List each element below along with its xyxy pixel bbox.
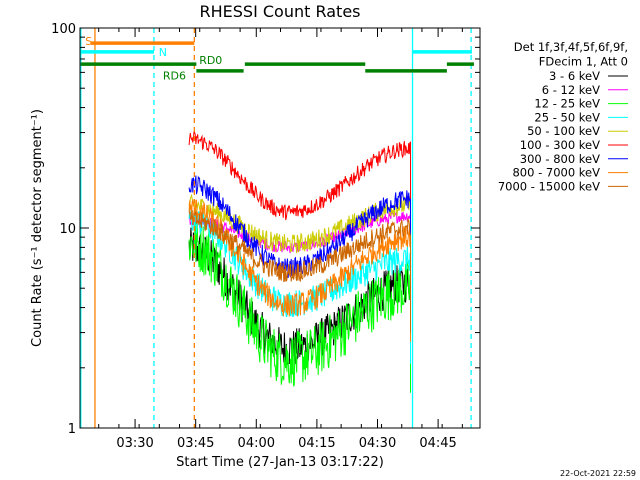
y-axis: 1 10 100 [51,22,480,437]
legend-label-7: 300 - 800 keV [520,152,600,166]
x-tick-label-4: 04:15 [298,436,335,451]
legend-header-1: Det 1f,3f,4f,5f,6f,9f, [514,40,628,54]
legend-label-3: 12 - 25 keV [534,97,600,111]
legend-label-2: 6 - 12 keV [542,83,600,97]
legend-label-6: 100 - 300 keV [520,138,600,152]
x-tick-label-2: 03:45 [177,436,214,451]
y-tick-label-1: 1 [68,422,76,437]
flag-label-4: RD6 [163,69,186,82]
series-line-3 [188,219,411,393]
x-tick-label-5: 04:30 [359,436,396,451]
legend: Det 1f,3f,4f,5f,6f,9f,FDecim 1, Att 03 -… [498,40,628,193]
x-axis-label: Start Time (27-Jan-13 03:17:22) [176,455,384,470]
y-axis-label-text: Count Rate (s⁻¹ detector segment⁻¹) [30,109,45,347]
x-axis: 03:30 03:45 04:00 04:15 04:30 04:45 [98,28,463,451]
series-line-6 [188,131,411,253]
y-tick-label-2: 10 [59,222,76,237]
timestamp-stamp: 22-Oct-2021 22:59 [560,469,636,478]
y-axis-label: Count Rate (s⁻¹ detector segment⁻¹) [30,109,45,347]
x-tick-label-6: 04:45 [419,436,456,451]
flag-label-3: RD0 [199,54,222,67]
legend-label-5: 50 - 100 keV [527,124,600,138]
plot-frame [79,27,481,429]
legend-label-4: 25 - 50 keV [534,110,600,124]
series-line-7 [188,175,411,304]
y-tick-label-3: 100 [51,22,76,37]
x-tick-label-1: 03:30 [116,436,153,451]
flag-label-1: S [85,35,92,48]
series-line-9 [188,209,411,333]
legend-label-1: 3 - 6 keV [549,69,600,83]
series-line-4 [188,209,411,364]
chart-title: RHESSI Count Rates [200,2,361,21]
x-tick-label-3: 04:00 [238,436,275,451]
flag-label-2: N [159,46,167,59]
legend-label-9: 7000 - 15000 keV [498,179,600,193]
legend-header-2: FDecim 1, Att 0 [539,55,628,69]
legend-label-8: 800 - 7000 keV [512,166,600,180]
plot-area: S N RD0 RD6 [80,28,474,428]
